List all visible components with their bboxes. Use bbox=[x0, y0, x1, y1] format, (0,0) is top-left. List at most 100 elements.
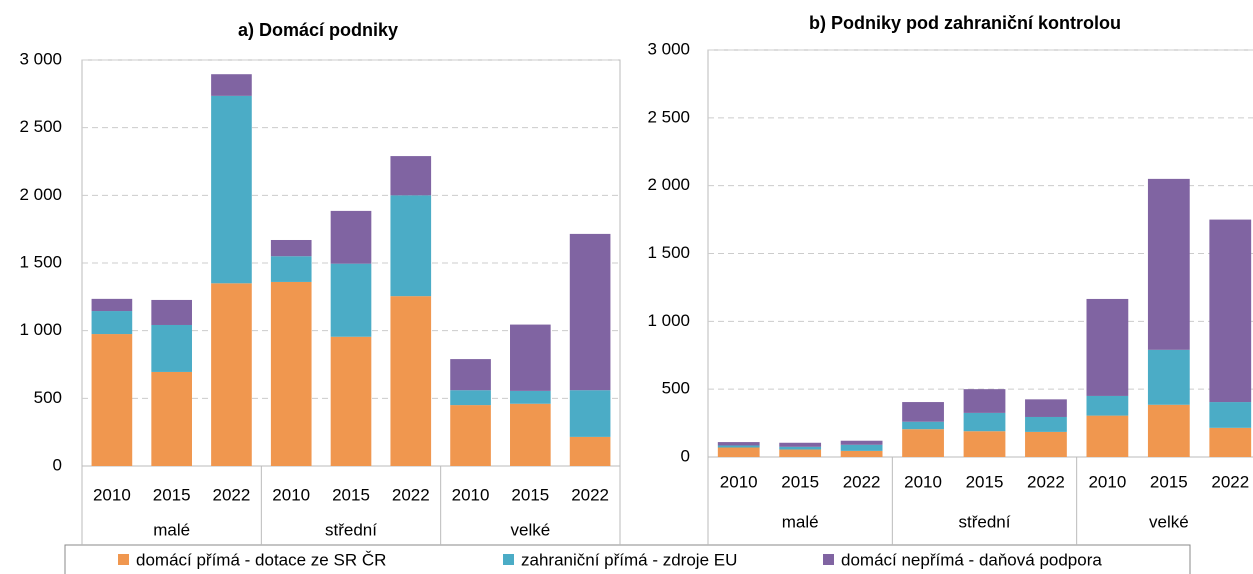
bar-segment bbox=[963, 431, 1006, 457]
bar-segment bbox=[270, 239, 312, 257]
bar-segment bbox=[902, 429, 944, 457]
y-tick-label: 1 000 bbox=[19, 320, 62, 339]
bar-segment bbox=[211, 74, 252, 96]
group-label: střední bbox=[325, 520, 377, 539]
x-tick-label: 2022 bbox=[1211, 472, 1249, 491]
x-tick-label: 2022 bbox=[1027, 472, 1065, 491]
bar-segment bbox=[450, 359, 491, 391]
x-tick-label: 2022 bbox=[213, 485, 251, 504]
group-label: malé bbox=[782, 512, 819, 531]
legend-label: domácí přímá - dotace ze SR ČR bbox=[136, 550, 386, 569]
y-tick-label: 500 bbox=[662, 379, 690, 398]
bar-segment bbox=[1025, 416, 1067, 432]
y-tick-label: 0 bbox=[53, 455, 62, 474]
y-tick-label: 2 500 bbox=[647, 107, 690, 126]
x-tick-label: 2015 bbox=[511, 485, 549, 504]
legend-swatch bbox=[823, 554, 834, 565]
bar-segment bbox=[569, 390, 611, 437]
bar-segment bbox=[510, 390, 551, 404]
y-tick-label: 1 000 bbox=[647, 311, 690, 330]
y-tick-label: 3 000 bbox=[19, 49, 62, 68]
bar-segment bbox=[151, 299, 192, 325]
y-tick-label: 2 500 bbox=[19, 117, 62, 136]
bar-segment bbox=[390, 195, 432, 297]
bar-segment bbox=[569, 436, 611, 466]
bar-segment bbox=[963, 412, 1006, 432]
x-tick-label: 2015 bbox=[1150, 472, 1188, 491]
bar-segment bbox=[151, 324, 192, 372]
x-tick-label: 2015 bbox=[966, 472, 1004, 491]
y-tick-label: 1 500 bbox=[647, 243, 690, 262]
y-tick-label: 2 000 bbox=[19, 185, 62, 204]
bar-segment bbox=[1147, 178, 1190, 350]
bar-segment bbox=[450, 390, 491, 406]
x-tick-label: 2022 bbox=[392, 485, 430, 504]
y-tick-label: 1 500 bbox=[19, 252, 62, 271]
bar-segment bbox=[91, 311, 133, 335]
bar-segment bbox=[902, 402, 944, 422]
bar-segment bbox=[450, 405, 491, 466]
bar-segment bbox=[963, 389, 1006, 413]
legend-label: domácí nepřímá - daňová podpora bbox=[841, 550, 1102, 569]
bar-segment bbox=[270, 256, 312, 282]
bar-segment bbox=[330, 210, 372, 264]
bar-segment bbox=[717, 445, 760, 448]
x-tick-label: 2010 bbox=[93, 485, 131, 504]
bar-segment bbox=[91, 298, 133, 312]
x-tick-label: 2015 bbox=[153, 485, 191, 504]
legend-swatch bbox=[118, 554, 129, 565]
chart-title: b) Podniky pod zahraniční kontrolou bbox=[809, 13, 1121, 33]
bar-segment bbox=[569, 233, 611, 391]
group-label: malé bbox=[153, 520, 190, 539]
bar-segment bbox=[1209, 219, 1252, 403]
bar-segment bbox=[510, 403, 551, 466]
bar-segment bbox=[1147, 404, 1190, 457]
x-tick-label: 2010 bbox=[720, 472, 758, 491]
bar-segment bbox=[1025, 399, 1067, 417]
group-label: velké bbox=[510, 520, 550, 539]
bar-segment bbox=[270, 281, 312, 466]
bar-segment bbox=[1086, 395, 1129, 416]
y-tick-label: 3 000 bbox=[647, 39, 690, 58]
x-tick-label: 2010 bbox=[272, 485, 310, 504]
x-tick-label: 2015 bbox=[332, 485, 370, 504]
chart-title: a) Domácí podniky bbox=[238, 20, 398, 40]
bar-segment bbox=[717, 442, 760, 446]
bar-segment bbox=[330, 336, 372, 466]
legend-label: zahraniční přímá - zdroje EU bbox=[521, 550, 737, 569]
bar-segment bbox=[779, 449, 822, 457]
bar-segment bbox=[151, 371, 192, 466]
bar-segment bbox=[211, 95, 252, 284]
bar-segment bbox=[779, 446, 822, 450]
bar-segment bbox=[1209, 427, 1252, 457]
bar-segment bbox=[1086, 298, 1129, 396]
bar-segment bbox=[779, 442, 822, 447]
bar-segment bbox=[1086, 415, 1129, 457]
bar-segment bbox=[840, 444, 883, 451]
bar-segment bbox=[330, 263, 372, 337]
bar-segment bbox=[510, 324, 551, 391]
group-label: střední bbox=[959, 512, 1011, 531]
y-tick-label: 2 000 bbox=[647, 175, 690, 194]
x-tick-label: 2010 bbox=[904, 472, 942, 491]
legend-box bbox=[64, 544, 1191, 574]
y-tick-label: 0 bbox=[681, 446, 690, 465]
bar-segment bbox=[1209, 402, 1252, 428]
bar-segment bbox=[211, 283, 252, 466]
group-label: velké bbox=[1149, 512, 1189, 531]
legend-swatch bbox=[503, 554, 514, 565]
x-tick-label: 2010 bbox=[1088, 472, 1126, 491]
bar-segment bbox=[390, 296, 432, 466]
bar-segment bbox=[840, 450, 883, 457]
x-tick-label: 2015 bbox=[781, 472, 819, 491]
x-tick-label: 2022 bbox=[571, 485, 609, 504]
bar-segment bbox=[1025, 431, 1067, 457]
bar-segment bbox=[840, 440, 883, 445]
bar-segment bbox=[902, 421, 944, 430]
x-tick-label: 2010 bbox=[452, 485, 490, 504]
bar-segment bbox=[390, 156, 432, 196]
bar-segment bbox=[717, 447, 760, 457]
bar-segment bbox=[91, 334, 133, 466]
y-tick-label: 500 bbox=[34, 388, 62, 407]
